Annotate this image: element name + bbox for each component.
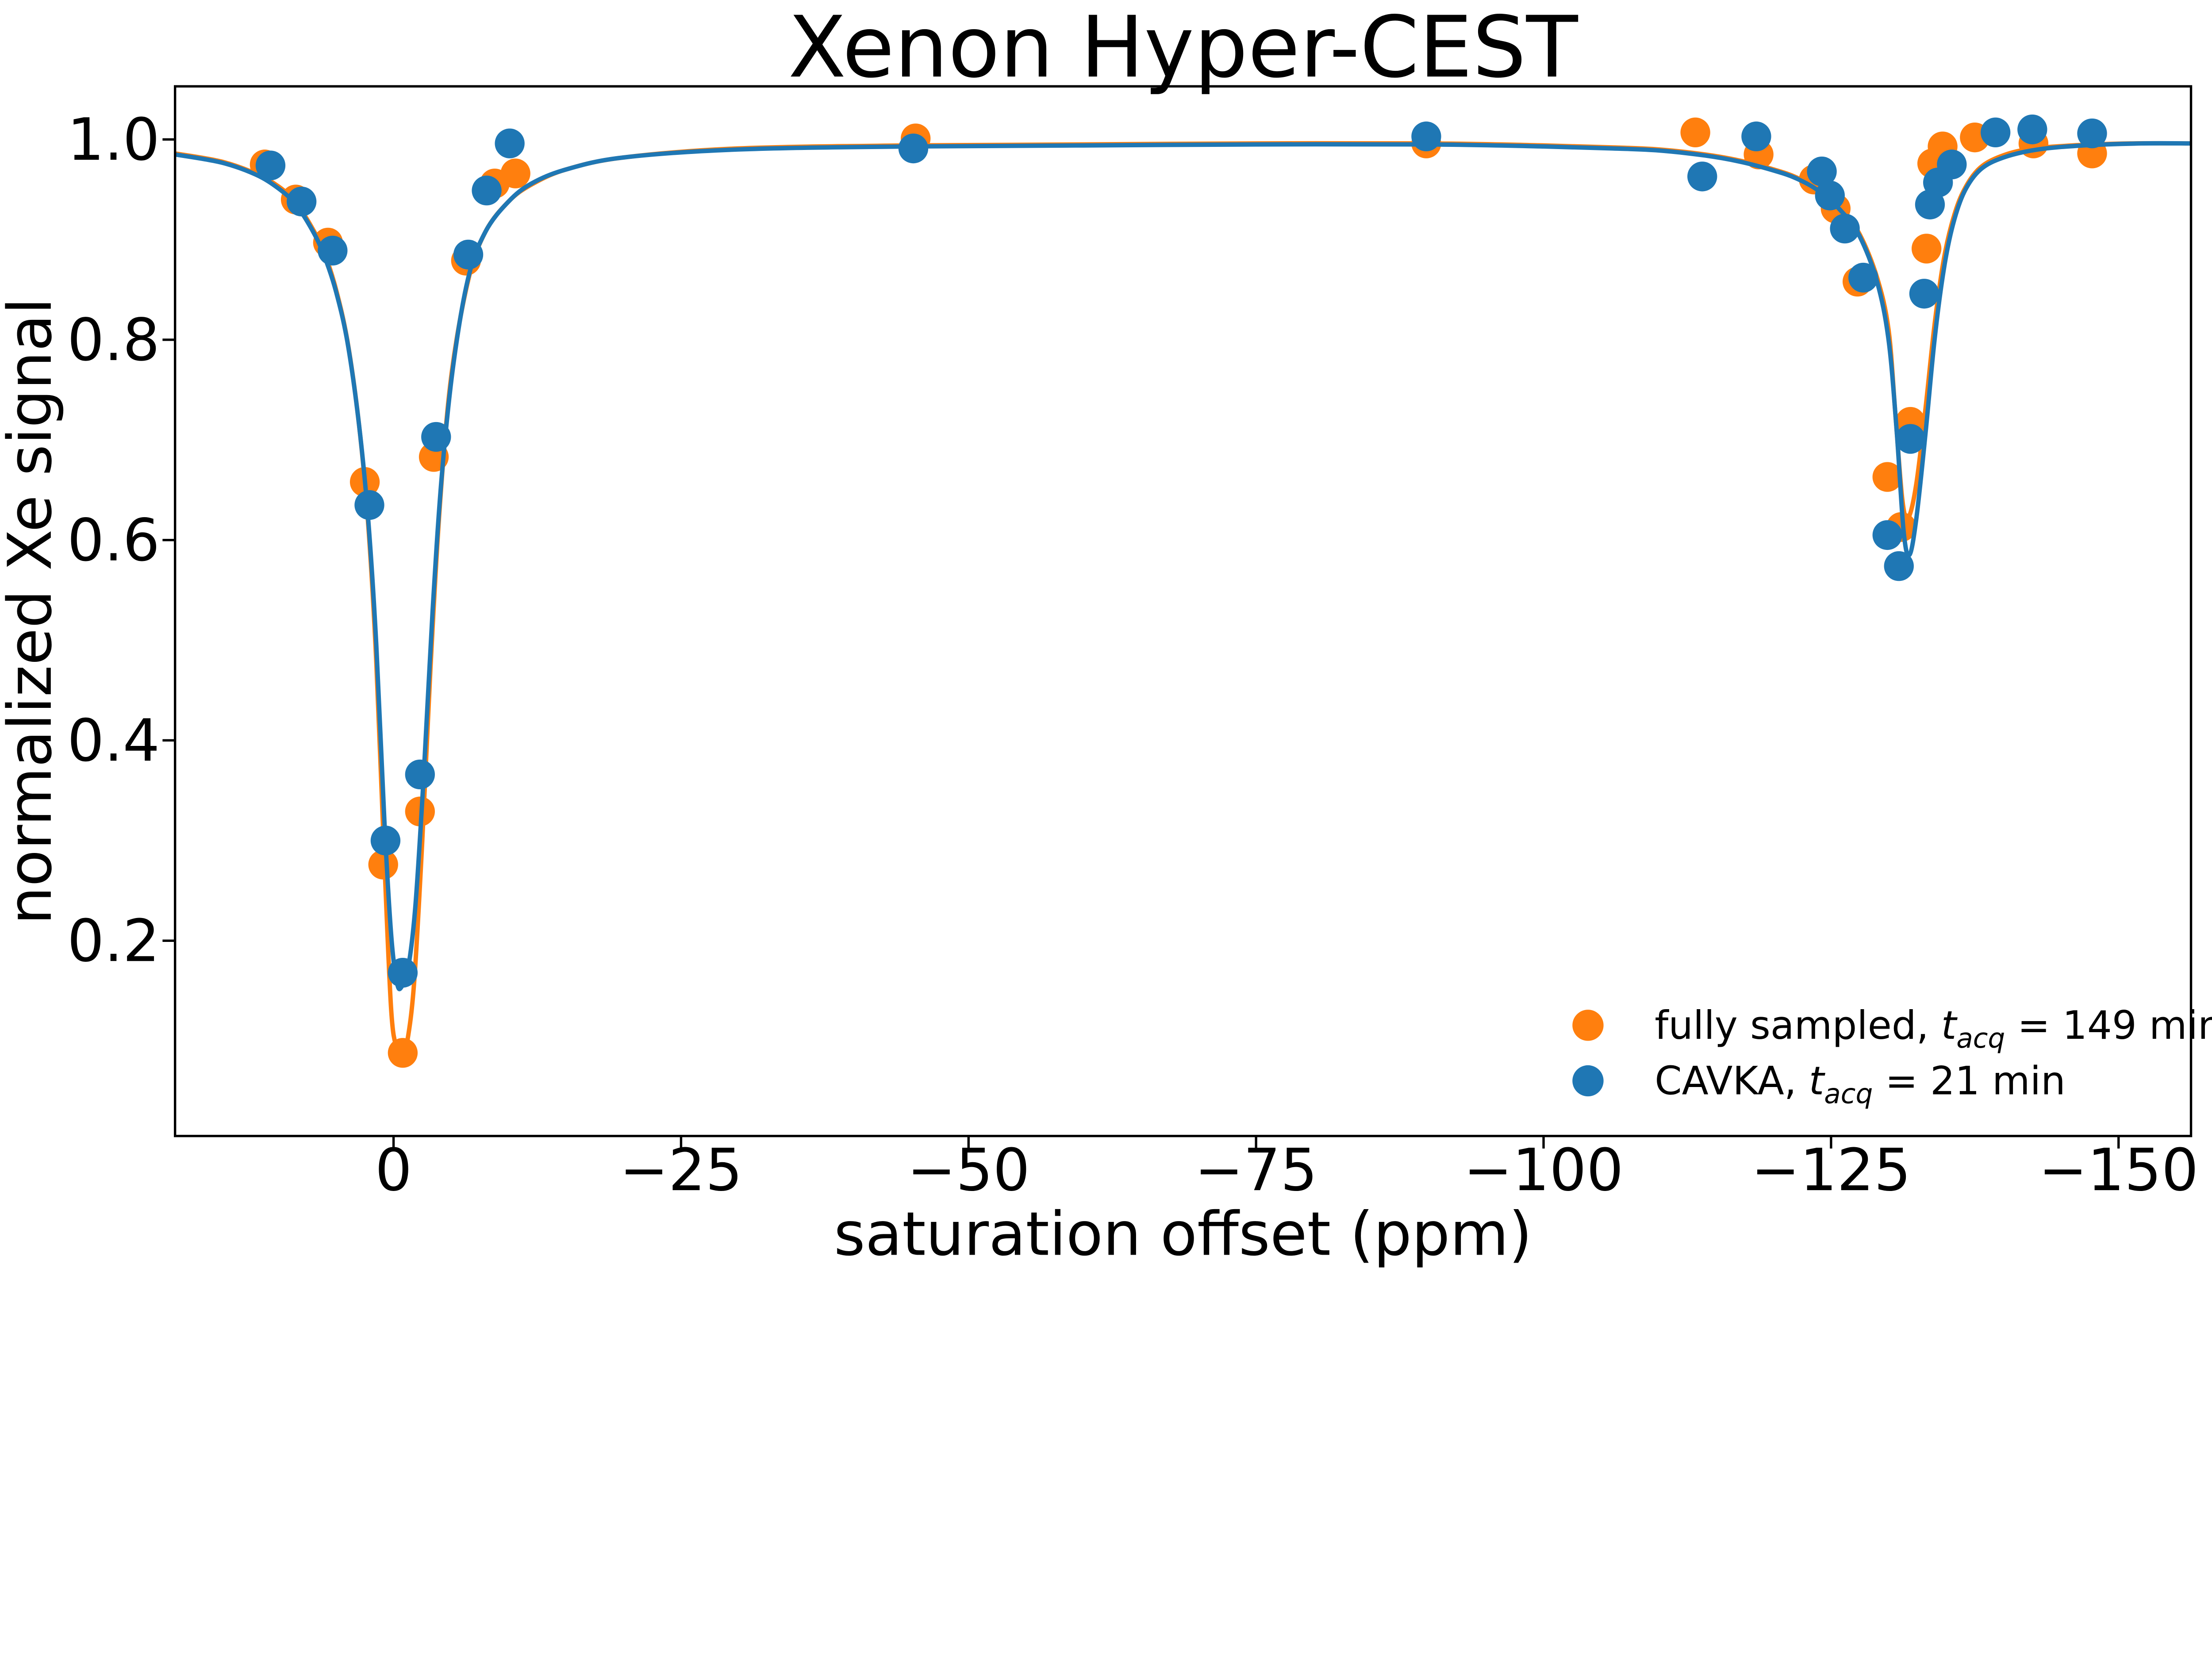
legend-marker-fully-sampled-icon xyxy=(1572,1010,1604,1041)
data-point-cavka xyxy=(1872,520,1902,550)
x-tick-label: −50 xyxy=(907,1137,1030,1204)
legend-label-subscript: acq xyxy=(1824,1078,1873,1110)
legend: fully sampled, tacq = 149 min CAVKA, tac… xyxy=(1572,1003,2212,1110)
legend-label-suffix: = 21 min xyxy=(1873,1058,2066,1104)
y-tick-label: 1.0 xyxy=(67,106,160,174)
legend-marker-cavka-icon xyxy=(1572,1065,1604,1097)
data-point-cavka xyxy=(453,239,484,270)
fit-curve-cavka xyxy=(175,141,2191,991)
data-point-cavka xyxy=(1937,150,1967,180)
data-point-fully-sampled xyxy=(1680,117,1710,148)
data-point-cavka xyxy=(318,235,348,266)
data-point-cavka xyxy=(1741,121,1771,152)
data-point-cavka xyxy=(286,186,317,217)
chart-title: Xenon Hyper-CEST xyxy=(788,0,1578,97)
legend-label-tvar: t xyxy=(1809,1058,1826,1104)
x-tick-label: −150 xyxy=(2039,1137,2199,1204)
y-tick-label: 0.4 xyxy=(67,707,160,775)
x-axis-label: saturation offset (ppm) xyxy=(834,1199,1532,1269)
legend-label-fully-sampled: fully sampled, tacq = 149 min xyxy=(1655,1003,2212,1054)
legend-label-cavka: CAVKA, tacq = 21 min xyxy=(1655,1058,2066,1110)
data-point-cavka xyxy=(2017,114,2047,145)
y-tick-label: 0.2 xyxy=(67,907,160,975)
data-point-cavka xyxy=(1807,156,1837,187)
data-point-cavka xyxy=(2077,118,2107,149)
data-point-cavka xyxy=(1830,213,1860,244)
data-point-fully-sampled xyxy=(500,158,530,188)
data-point-fully-sampled xyxy=(368,849,398,880)
data-point-cavka xyxy=(472,175,502,206)
y-axis-label: normalized Xe signal xyxy=(0,298,65,925)
y-tick-label: 0.6 xyxy=(67,507,160,575)
data-point-cavka xyxy=(1848,262,1878,293)
data-point-fully-sampled xyxy=(388,1038,418,1068)
x-tick-label: −75 xyxy=(1194,1137,1317,1204)
data-point-cavka xyxy=(1687,161,1717,192)
data-point-cavka xyxy=(495,128,525,158)
data-point-cavka xyxy=(421,422,451,452)
legend-label-subscript: acq xyxy=(1956,1023,2005,1054)
data-point-cavka xyxy=(255,150,286,181)
plot-border xyxy=(174,85,2193,1137)
data-point-fully-sampled xyxy=(1872,462,1902,492)
data-point-cavka xyxy=(405,759,435,790)
x-tick-label: −25 xyxy=(620,1137,743,1204)
figure: Xenon Hyper-CEST 0 −25 −50 −75 −100 −125 −150 0… xyxy=(0,0,2212,1270)
plot-canvas: Xenon Hyper-CEST 0 −25 −50 −75 −100 −125 −1500… xyxy=(0,0,2212,1270)
x-tick-label: 0 xyxy=(375,1137,412,1204)
data-point-cavka xyxy=(388,958,418,988)
y-tick-label: 0.8 xyxy=(67,307,160,374)
axes-layer: 0 −25 −50 −75 −100 −125 −150 0.2 0.4 0.6 0.8 1.0 xyxy=(67,106,2199,1204)
series-layer xyxy=(175,114,2191,1068)
legend-item-cavka: CAVKA, tacq = 21 min xyxy=(1572,1058,2066,1110)
data-point-cavka xyxy=(1411,121,1441,152)
data-point-cavka xyxy=(1815,181,1845,211)
data-point-cavka xyxy=(370,826,401,856)
data-point-cavka xyxy=(1909,279,1939,309)
data-point-cavka xyxy=(898,133,929,164)
legend-label-text: CAVKA, xyxy=(1655,1058,1809,1104)
legend-item-fully-sampled: fully sampled, tacq = 149 min xyxy=(1572,1003,2212,1054)
x-tick-label: −100 xyxy=(1463,1137,1624,1204)
data-point-cavka xyxy=(1895,424,1925,454)
data-point-cavka xyxy=(1884,551,1914,581)
data-point-cavka xyxy=(354,490,384,520)
legend-label-text: fully sampled, xyxy=(1655,1003,1941,1048)
legend-label-suffix: = 149 min xyxy=(2005,1003,2212,1048)
x-tick-label: −125 xyxy=(1751,1137,1911,1204)
data-point-cavka xyxy=(1980,117,2011,148)
legend-label-tvar: t xyxy=(1941,1003,1958,1048)
data-point-fully-sampled xyxy=(1911,234,1942,264)
